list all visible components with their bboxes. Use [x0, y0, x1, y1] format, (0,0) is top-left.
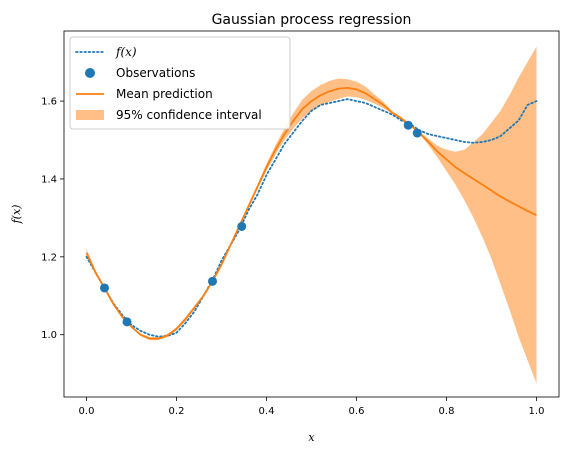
x-tick-label: 0.2 — [169, 406, 185, 417]
true-function-line — [85, 98, 538, 338]
y-tick-label: 1.4 — [41, 174, 57, 185]
x-tick-label: 1.0 — [529, 406, 545, 417]
y-tick-label: 1.2 — [41, 252, 57, 263]
legend-f-x-label: f(x) — [115, 45, 137, 59]
x-axis-ticks: 0.0 0.2 0.4 0.6 0.8 1.0 — [79, 397, 545, 417]
y-axis-label: f(x) — [10, 205, 23, 225]
x-tick-label: 0.4 — [259, 406, 275, 417]
observation-point — [208, 276, 217, 286]
x-axis-label: x — [308, 431, 315, 444]
mean-prediction-line — [85, 86, 537, 340]
true-function-layer — [85, 98, 538, 338]
observation-point — [403, 120, 413, 130]
legend-mean-label: Mean prediction — [116, 87, 213, 101]
observation-point — [100, 283, 109, 293]
y-tick-label: 1.0 — [41, 330, 57, 341]
legend-observations-label: Observations — [116, 66, 195, 80]
y-axis-ticks: 1.0 1.2 1.4 1.6 — [41, 97, 64, 341]
legend-observations-swatch — [85, 68, 95, 78]
x-tick-label: 0.0 — [79, 406, 95, 417]
chart-title: Gaussian process regression — [212, 12, 412, 28]
y-tick-label: 1.6 — [41, 97, 57, 108]
observations-layer — [100, 120, 422, 327]
observation-point — [122, 317, 132, 327]
observation-point — [412, 128, 422, 138]
mean-prediction-layer — [85, 86, 537, 340]
legend-box — [69, 36, 291, 130]
plot-frame — [63, 30, 560, 398]
x-tick-label: 0.6 — [349, 406, 365, 417]
legend-confidence-swatch — [76, 110, 104, 120]
x-tick-label: 0.8 — [439, 406, 455, 417]
observation-point — [237, 221, 247, 231]
legend: f(x) Observations Mean prediction 95% co… — [69, 36, 291, 130]
legend-confidence-label: 95% confidence interval — [116, 108, 262, 122]
